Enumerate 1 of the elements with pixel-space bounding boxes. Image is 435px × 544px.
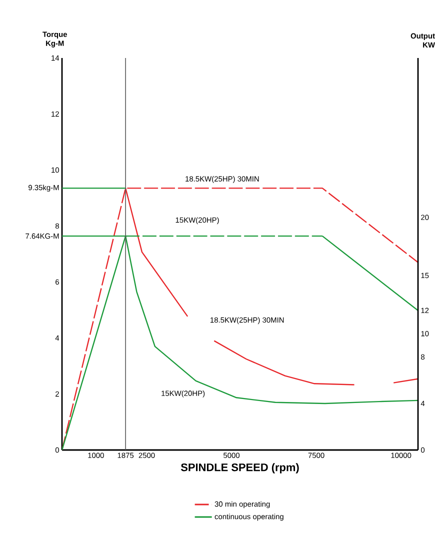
x-axis-title: SPINDLE SPEED (rpm) xyxy=(180,463,299,474)
